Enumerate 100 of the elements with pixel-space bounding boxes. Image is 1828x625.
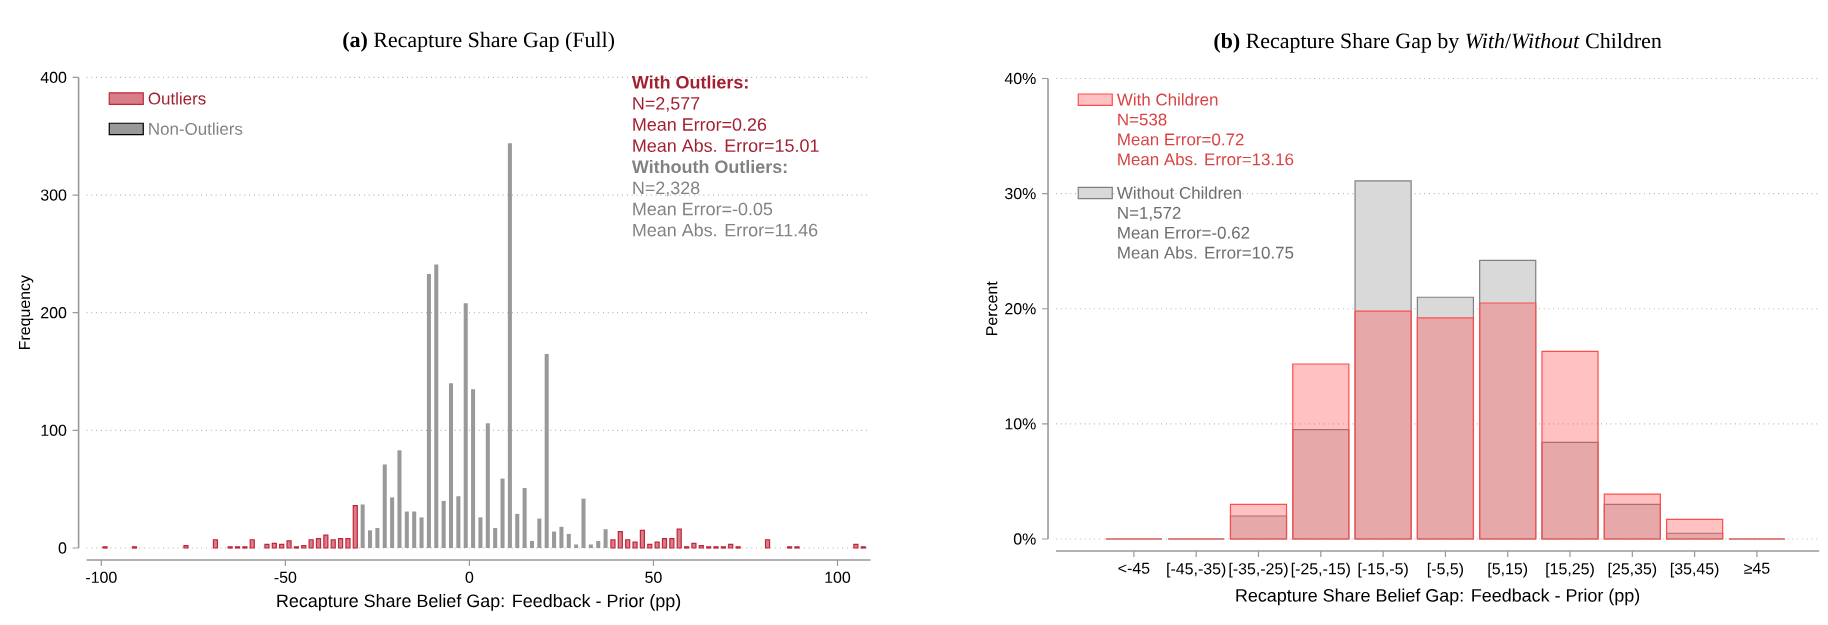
- x-tick-label: -100: [86, 571, 117, 583]
- bar: [1541, 441, 1599, 540]
- bar: [330, 539, 336, 549]
- bar: [1479, 302, 1537, 540]
- x-tick-label: 0: [465, 571, 474, 583]
- annotation: Mean Error=0.26: [633, 118, 767, 131]
- annotation: Mean Error=0.72: [1118, 133, 1244, 146]
- y-tick-label: 0: [58, 542, 67, 554]
- bar: [404, 511, 409, 548]
- chart-title: (a) Recapture Share Gap (Full): [343, 31, 614, 52]
- x-tick-label: -50: [274, 571, 297, 583]
- annotation: N=2,577: [633, 97, 700, 112]
- bar: [853, 543, 859, 549]
- annotation: Mean Abs. Error=15.01: [633, 138, 819, 152]
- bar: [1603, 503, 1661, 540]
- y-axis-title: Frequency: [18, 275, 34, 350]
- bar: [375, 528, 380, 548]
- bar: [522, 488, 527, 548]
- bar: [368, 530, 373, 548]
- bar: [1479, 259, 1537, 540]
- annotation: Mean Abs. Error=13.16: [1118, 152, 1294, 166]
- x-tick-label: [35,45): [1670, 562, 1719, 578]
- bar: [596, 540, 601, 548]
- bar: [661, 537, 668, 549]
- bar: [485, 423, 490, 548]
- bar: [323, 534, 329, 549]
- x-tick-label: [-25,-15): [1291, 562, 1350, 578]
- bar: [412, 511, 417, 548]
- bar: [625, 539, 631, 549]
- annotation: Mean Abs. Error=10.75: [1118, 246, 1294, 259]
- y-tick-label: 300: [40, 189, 67, 201]
- bar: [448, 383, 454, 548]
- bar: [603, 529, 608, 548]
- bar: [426, 273, 431, 548]
- y-axis-title: Percent: [986, 281, 998, 335]
- bar: [1603, 493, 1661, 540]
- bar: [588, 544, 593, 548]
- bar: [478, 517, 483, 548]
- bar: [390, 497, 395, 548]
- bar: [529, 540, 534, 548]
- bar: [537, 518, 542, 548]
- bar: [471, 389, 476, 548]
- bar: [271, 542, 277, 549]
- y-tick-label: 0%: [1013, 533, 1036, 545]
- bar: [249, 539, 255, 549]
- bar: [279, 543, 285, 549]
- y-tick-label: 10%: [1005, 418, 1036, 430]
- bar: [308, 539, 314, 549]
- bar: [669, 537, 675, 549]
- bar: [515, 513, 520, 548]
- bar: [1354, 180, 1412, 540]
- bar: [382, 464, 387, 548]
- bar: [463, 303, 468, 548]
- annotation: N=2,328: [633, 181, 700, 197]
- chart-title: (b) Recapture Share Gap by With/Without Children: [1214, 32, 1662, 53]
- x-axis-title: Recapture Share Belief Gap: Feedback - Prior (pp): [277, 594, 681, 611]
- bar: [507, 143, 512, 548]
- bar: [1665, 532, 1724, 540]
- bar: [698, 545, 704, 549]
- x-axis-title: Recapture Share Belief Gap: Feedback - Prior (pp): [1236, 588, 1640, 606]
- bar: [434, 264, 439, 548]
- bar: [183, 545, 189, 549]
- bar: [617, 530, 623, 549]
- x-tick-label: ≥45: [1744, 562, 1770, 574]
- annotation: Mean Error=-0.05: [633, 202, 773, 216]
- x-tick-label: [-35,-25): [1229, 562, 1288, 578]
- bar: [500, 478, 505, 548]
- annotation: N=538: [1118, 113, 1167, 126]
- bar: [691, 542, 697, 549]
- bar: [632, 541, 638, 549]
- bar: [286, 540, 292, 549]
- legend-label: Non-Outliers: [149, 122, 243, 135]
- bar: [647, 543, 653, 549]
- x-tick-label: [25,35): [1608, 562, 1657, 578]
- x-tick-label: 50: [645, 571, 662, 583]
- bar: [566, 533, 571, 548]
- x-tick-label: [15,25): [1546, 562, 1594, 578]
- bar: [610, 539, 616, 549]
- bar: [301, 545, 307, 549]
- bar: [1665, 518, 1724, 540]
- bar: [264, 543, 270, 549]
- bar: [552, 531, 557, 548]
- x-tick-label: <-45: [1118, 562, 1150, 574]
- bar: [676, 528, 682, 549]
- bar: [764, 539, 771, 549]
- bar: [360, 504, 365, 548]
- bar: [441, 500, 446, 548]
- bar: [1541, 350, 1599, 540]
- annotation: Mean Error=-0.62: [1118, 226, 1250, 239]
- x-tick-label: [-15,-5): [1358, 562, 1408, 578]
- bar: [419, 517, 424, 548]
- bar: [1292, 363, 1350, 540]
- y-tick-label: 400: [40, 71, 67, 84]
- bar: [574, 544, 579, 548]
- bar: [1354, 310, 1412, 540]
- annotation: Mean Abs. Error=11.46: [633, 223, 818, 237]
- bar: [1229, 503, 1288, 540]
- bar: [337, 537, 344, 549]
- y-tick-label: 200: [41, 307, 67, 319]
- annotation: Withouth Outliers:: [631, 159, 787, 174]
